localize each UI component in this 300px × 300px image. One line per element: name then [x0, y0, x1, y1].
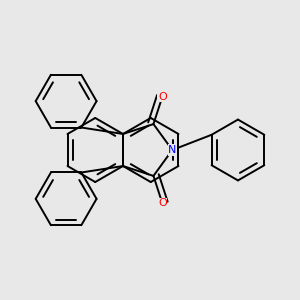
Text: O: O [158, 198, 167, 208]
Text: O: O [158, 92, 167, 102]
Text: N: N [168, 145, 176, 155]
